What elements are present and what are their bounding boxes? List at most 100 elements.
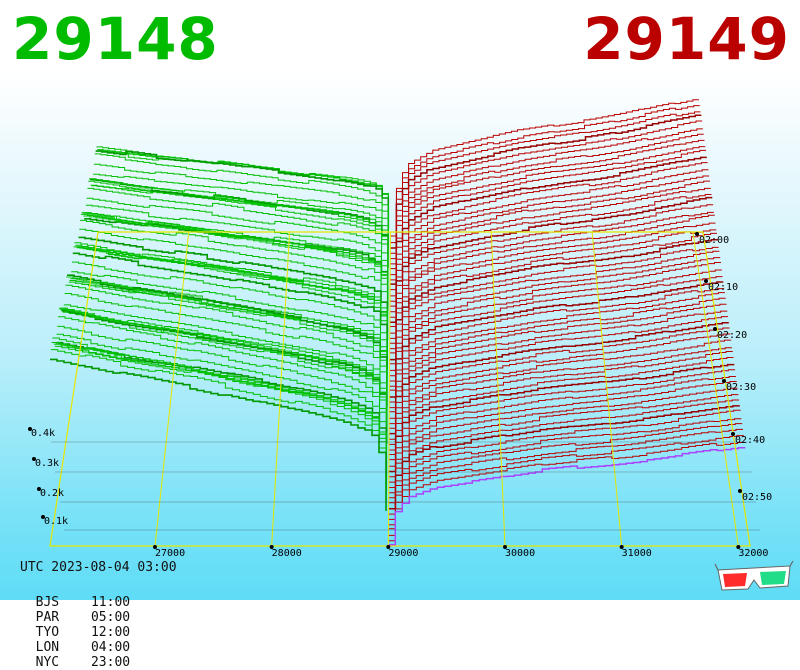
ask-depth-line xyxy=(388,446,746,546)
bid-depth-line xyxy=(53,342,387,492)
ask-depth-line xyxy=(389,327,730,440)
price-tick-label: 29000 xyxy=(388,548,418,559)
time-tick-dot xyxy=(738,489,742,493)
ask-depth-line xyxy=(390,114,702,249)
grid-line-price xyxy=(154,231,190,547)
ask-depth-line xyxy=(388,435,744,536)
ask-depth-line xyxy=(389,187,711,313)
bid-depth-line xyxy=(72,261,388,377)
ask-depth-line xyxy=(388,347,732,455)
depth-tick-label: 0.1k xyxy=(44,516,68,527)
bid-depth-line xyxy=(57,325,387,466)
ask-depth-line xyxy=(389,288,725,403)
ask-price: 29149 xyxy=(583,5,790,73)
grid-line-price xyxy=(387,231,391,547)
ask-depth-line xyxy=(390,162,708,291)
price-tick-label: 31000 xyxy=(622,548,652,559)
depth-tick-dot xyxy=(37,487,41,491)
depth-ribbons xyxy=(50,99,746,546)
ask-depth-line xyxy=(389,246,719,365)
ask-depth-line xyxy=(388,442,745,542)
ask-depth-line xyxy=(389,180,710,307)
bid-depth-line xyxy=(74,242,388,361)
ask-depth-line xyxy=(388,376,736,483)
ask-depth-line xyxy=(390,111,701,244)
ask-depth-line xyxy=(389,281,724,398)
time-tick-dot xyxy=(713,327,717,331)
ask-depth-line xyxy=(388,399,739,504)
depth-tick-dot xyxy=(41,515,45,519)
ask-depth-line xyxy=(389,333,731,445)
ask-depth-line xyxy=(389,222,716,344)
ask-depth-line xyxy=(389,211,714,334)
ask-depth-line xyxy=(388,394,739,499)
grid-line-price xyxy=(271,231,291,547)
bid-depth-line xyxy=(71,271,388,383)
timezone-bjs: BJS 11:00 xyxy=(35,595,131,610)
bid-depth-line xyxy=(66,276,388,411)
depth-tick-label: 0.3k xyxy=(35,458,59,469)
bid-price: 29148 xyxy=(12,5,219,73)
ask-depth-line xyxy=(390,149,706,281)
ask-depth-line xyxy=(388,381,737,488)
ask-depth-line xyxy=(389,316,728,429)
price-tick-dot xyxy=(386,545,391,549)
timezone-bar: BJS 11:00 PAR 05:00 TYO 12:00 LON 04:00 … xyxy=(20,580,178,670)
bid-depth-line xyxy=(87,187,389,280)
3d-glasses-icon[interactable] xyxy=(714,560,794,594)
depth-tick-dot xyxy=(32,457,36,461)
ask-depth-line xyxy=(388,369,736,478)
ask-depth-line xyxy=(389,196,713,323)
bid-depth-line xyxy=(72,252,388,370)
ask-depth-line xyxy=(389,194,712,318)
ask-depth-line xyxy=(390,99,699,233)
bid-depth-line xyxy=(50,349,387,508)
bid-depth-line xyxy=(93,173,389,247)
bid-depth-line xyxy=(55,341,388,480)
grid-line-price xyxy=(490,231,506,547)
price-tick-dot xyxy=(503,545,507,549)
ask-depth-line xyxy=(390,169,709,297)
depth-tick-dot xyxy=(28,427,32,431)
ask-depth-line xyxy=(390,139,705,270)
ask-depth-line xyxy=(388,351,733,461)
price-tick-label: 27000 xyxy=(155,548,185,559)
price-tick-label: 28000 xyxy=(272,548,302,559)
ask-depth-line xyxy=(388,418,742,520)
ask-depth-line xyxy=(389,232,717,354)
ask-depth-line xyxy=(389,269,722,387)
time-tick-dot xyxy=(722,379,726,383)
depth-chart: 27000 28000 29000 30000 31000 32000 0.1k 0.2k 0.… xyxy=(28,99,772,559)
price-tick-dot xyxy=(619,545,624,549)
ask-depth-line xyxy=(389,276,723,391)
time-tick-label: 02:00 xyxy=(699,235,729,246)
bid-depth-line xyxy=(61,309,388,444)
bid-depth-line xyxy=(80,213,388,319)
time-tick-dot xyxy=(704,279,708,283)
bid-depth-line xyxy=(89,178,389,271)
ask-depth-line xyxy=(388,387,738,494)
bid-depth-line xyxy=(67,274,388,407)
ask-depth-line xyxy=(390,133,704,265)
bid-depth-line xyxy=(95,150,390,229)
bid-depth-line xyxy=(78,236,389,340)
ask-depth-line xyxy=(390,156,707,285)
ask-depth-line xyxy=(389,297,726,413)
bid-depth-line xyxy=(88,180,389,276)
timezone-nyc: NYC 23:00 xyxy=(35,655,131,670)
bid-depth-line xyxy=(94,153,389,236)
ask-depth-line xyxy=(388,409,741,515)
depth-tick-label: 0.4k xyxy=(31,428,55,439)
ask-depth-line xyxy=(389,214,715,339)
bid-depth-line xyxy=(93,163,389,241)
ask-depth-line xyxy=(389,239,718,361)
bid-depth-line xyxy=(63,304,388,431)
ask-depth-line xyxy=(389,303,727,419)
ask-depth-line xyxy=(389,229,717,350)
time-tick-dot xyxy=(731,432,735,436)
ask-depth-line xyxy=(390,128,703,260)
bid-depth-line xyxy=(58,307,387,456)
depth-tick-label: 0.2k xyxy=(40,488,64,499)
ask-depth-line xyxy=(389,262,721,382)
ask-depth-line xyxy=(388,357,734,467)
